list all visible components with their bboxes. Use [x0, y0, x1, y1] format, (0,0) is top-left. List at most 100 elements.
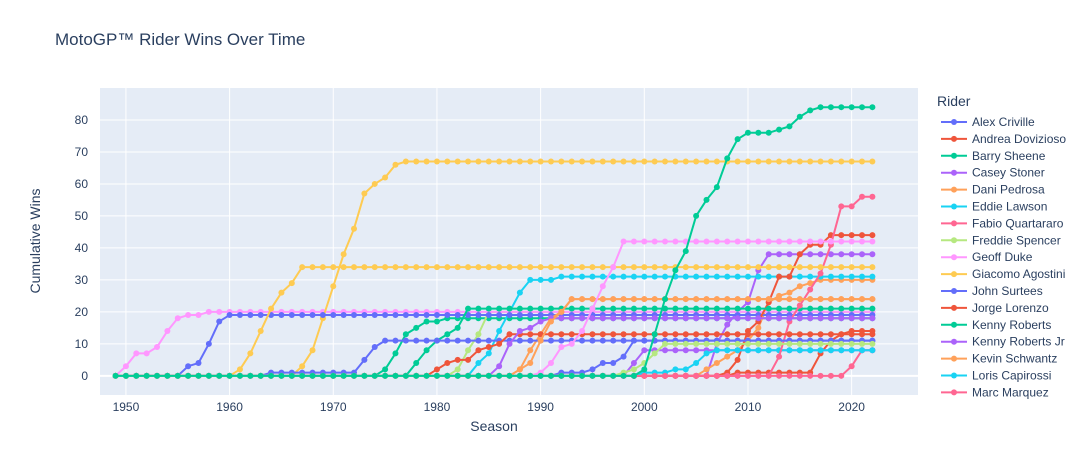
legend-item-andrea-dovizioso[interactable]: Andrea Dovizioso: [941, 132, 1066, 146]
legend-item-jorge-lorenzo[interactable]: Jorge Lorenzo: [941, 301, 1049, 315]
data-point: [216, 318, 223, 325]
data-point: [475, 158, 482, 165]
data-point: [620, 273, 627, 280]
data-point: [309, 264, 316, 271]
data-point: [444, 372, 451, 379]
legend-item-marc-marquez[interactable]: Marc Marquez: [941, 385, 1049, 399]
data-point: [558, 372, 565, 379]
data-point: [827, 238, 834, 245]
data-point: [568, 331, 575, 338]
data-point: [869, 273, 876, 280]
legend-item-alex-criville[interactable]: Alex Criville: [941, 115, 1035, 129]
data-point: [765, 264, 772, 271]
data-point: [558, 337, 565, 344]
data-point: [869, 232, 876, 239]
data-point: [796, 331, 803, 338]
data-point: [817, 104, 824, 111]
data-point: [838, 203, 845, 210]
data-point: [433, 337, 440, 344]
legend-item-kevin-schwantz[interactable]: Kevin Schwantz: [941, 352, 1057, 366]
data-point: [133, 350, 140, 357]
data-point: [662, 340, 669, 347]
data-point: [807, 331, 814, 338]
data-point: [340, 372, 347, 379]
data-point: [589, 366, 596, 373]
legend-item-dani-pedrosa[interactable]: Dani Pedrosa: [941, 183, 1045, 197]
data-point: [776, 315, 783, 322]
data-point: [226, 312, 233, 319]
data-point: [413, 312, 420, 319]
legend-item-eddie-lawson[interactable]: Eddie Lawson: [941, 200, 1047, 214]
y-tick-label: 70: [75, 145, 89, 159]
data-point: [589, 305, 596, 312]
data-point: [465, 337, 472, 344]
data-point: [516, 264, 523, 271]
data-point: [744, 264, 751, 271]
data-point: [413, 324, 420, 331]
data-point: [765, 372, 772, 379]
data-point: [413, 264, 420, 271]
data-point: [620, 296, 627, 303]
legend: Rider Alex Criville Andrea Dovizioso Barry…: [937, 93, 1066, 399]
x-tick-label: 1950: [113, 400, 140, 414]
data-point: [423, 318, 430, 325]
data-point: [340, 264, 347, 271]
data-point: [682, 331, 689, 338]
data-point: [630, 273, 637, 280]
data-point: [817, 305, 824, 312]
data-point: [402, 372, 409, 379]
data-point: [786, 251, 793, 258]
data-point: [351, 264, 358, 271]
legend-item-john-surtees[interactable]: John Surtees: [941, 284, 1043, 298]
data-point: [724, 315, 731, 322]
legend-item-freddie-spencer[interactable]: Freddie Spencer: [941, 233, 1061, 247]
data-point: [724, 296, 731, 303]
data-point: [558, 273, 565, 280]
data-point: [465, 372, 472, 379]
legend-item-casey-stoner[interactable]: Casey Stoner: [941, 166, 1045, 180]
series-series-25: [112, 104, 876, 379]
data-point: [776, 331, 783, 338]
data-point: [641, 315, 648, 322]
chart-title: MotoGP™ Rider Wins Over Time: [55, 30, 305, 49]
data-point: [143, 372, 150, 379]
data-point: [537, 337, 544, 344]
data-point: [713, 347, 720, 354]
data-point: [869, 193, 876, 200]
data-point: [465, 158, 472, 165]
legend-item-kenny-roberts[interactable]: Kenny Roberts: [941, 318, 1051, 332]
legend-item-fabio-quartararo[interactable]: Fabio Quartararo: [941, 216, 1064, 230]
legend-label: Dani Pedrosa: [972, 183, 1045, 197]
data-point: [288, 312, 295, 319]
data-point: [838, 238, 845, 245]
data-point: [454, 264, 461, 271]
data-point: [599, 305, 606, 312]
data-point: [713, 331, 720, 338]
legend-item-geoff-duke[interactable]: Geoff Duke: [941, 250, 1033, 264]
data-point: [506, 264, 513, 271]
legend-item-kenny-roberts-jr[interactable]: Kenny Roberts Jr: [941, 335, 1065, 349]
data-point: [869, 238, 876, 245]
data-point: [610, 315, 617, 322]
data-point: [744, 238, 751, 245]
data-point: [755, 238, 762, 245]
data-point: [454, 372, 461, 379]
legend-item-loris-capirossi[interactable]: Loris Capirossi: [941, 369, 1051, 383]
data-point: [475, 264, 482, 271]
data-point: [423, 347, 430, 354]
data-point: [579, 305, 586, 312]
data-point: [433, 318, 440, 325]
data-point: [848, 104, 855, 111]
data-point: [599, 360, 606, 367]
data-point: [776, 238, 783, 245]
data-point: [682, 296, 689, 303]
legend-item-giacomo-agostini[interactable]: Giacomo Agostini: [941, 267, 1065, 281]
data-point: [413, 372, 420, 379]
legend-item-barry-sheene[interactable]: Barry Sheene: [941, 149, 1046, 163]
data-point: [869, 264, 876, 271]
data-point: [579, 372, 586, 379]
data-point: [630, 264, 637, 271]
data-point: [527, 372, 534, 379]
data-point: [796, 315, 803, 322]
data-point: [859, 305, 866, 312]
